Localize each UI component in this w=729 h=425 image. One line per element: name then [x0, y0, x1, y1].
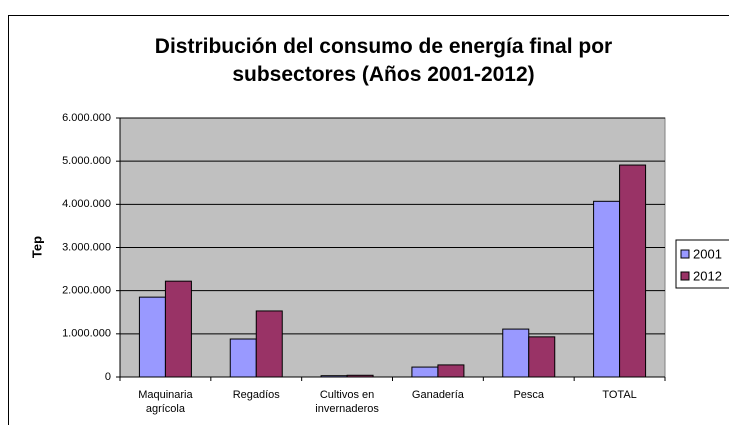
x-tick-label: Maquinaria agrícola: [138, 389, 193, 415]
bar: [528, 336, 556, 378]
y-tick-label: 5.000.000: [62, 155, 111, 167]
legend-swatch: [680, 271, 690, 281]
y-axis-label: Tep: [29, 236, 44, 258]
legend-swatch: [680, 249, 690, 259]
bar: [619, 164, 647, 378]
x-tick-label: TOTAL: [602, 389, 637, 401]
bar: [164, 280, 192, 378]
y-tick-label: 0: [105, 371, 111, 383]
bar: [138, 296, 166, 378]
x-tick-label: Cultivos en invernaderos: [315, 389, 379, 415]
bar: [502, 328, 530, 378]
legend-label: 2012: [693, 268, 722, 283]
bar: [255, 310, 283, 378]
chart-title: Distribución del consumo de energía fina…: [154, 35, 613, 86]
bar: [411, 366, 439, 378]
legend-label: 2001: [693, 246, 722, 261]
x-tick-label: Pesca: [513, 389, 545, 401]
x-tick-label: Ganadería: [411, 389, 464, 401]
bar: [593, 200, 621, 378]
y-tick-label: 3.000.000: [62, 241, 111, 253]
y-tick-label: 4.000.000: [62, 198, 111, 210]
bar: [437, 364, 465, 378]
y-tick-label: 6.000.000: [62, 112, 111, 124]
y-tick-label: 1.000.000: [62, 328, 111, 340]
x-tick-label: Regadíos: [232, 389, 280, 401]
bar: [229, 338, 257, 378]
y-tick-label: 2.000.000: [62, 285, 111, 297]
